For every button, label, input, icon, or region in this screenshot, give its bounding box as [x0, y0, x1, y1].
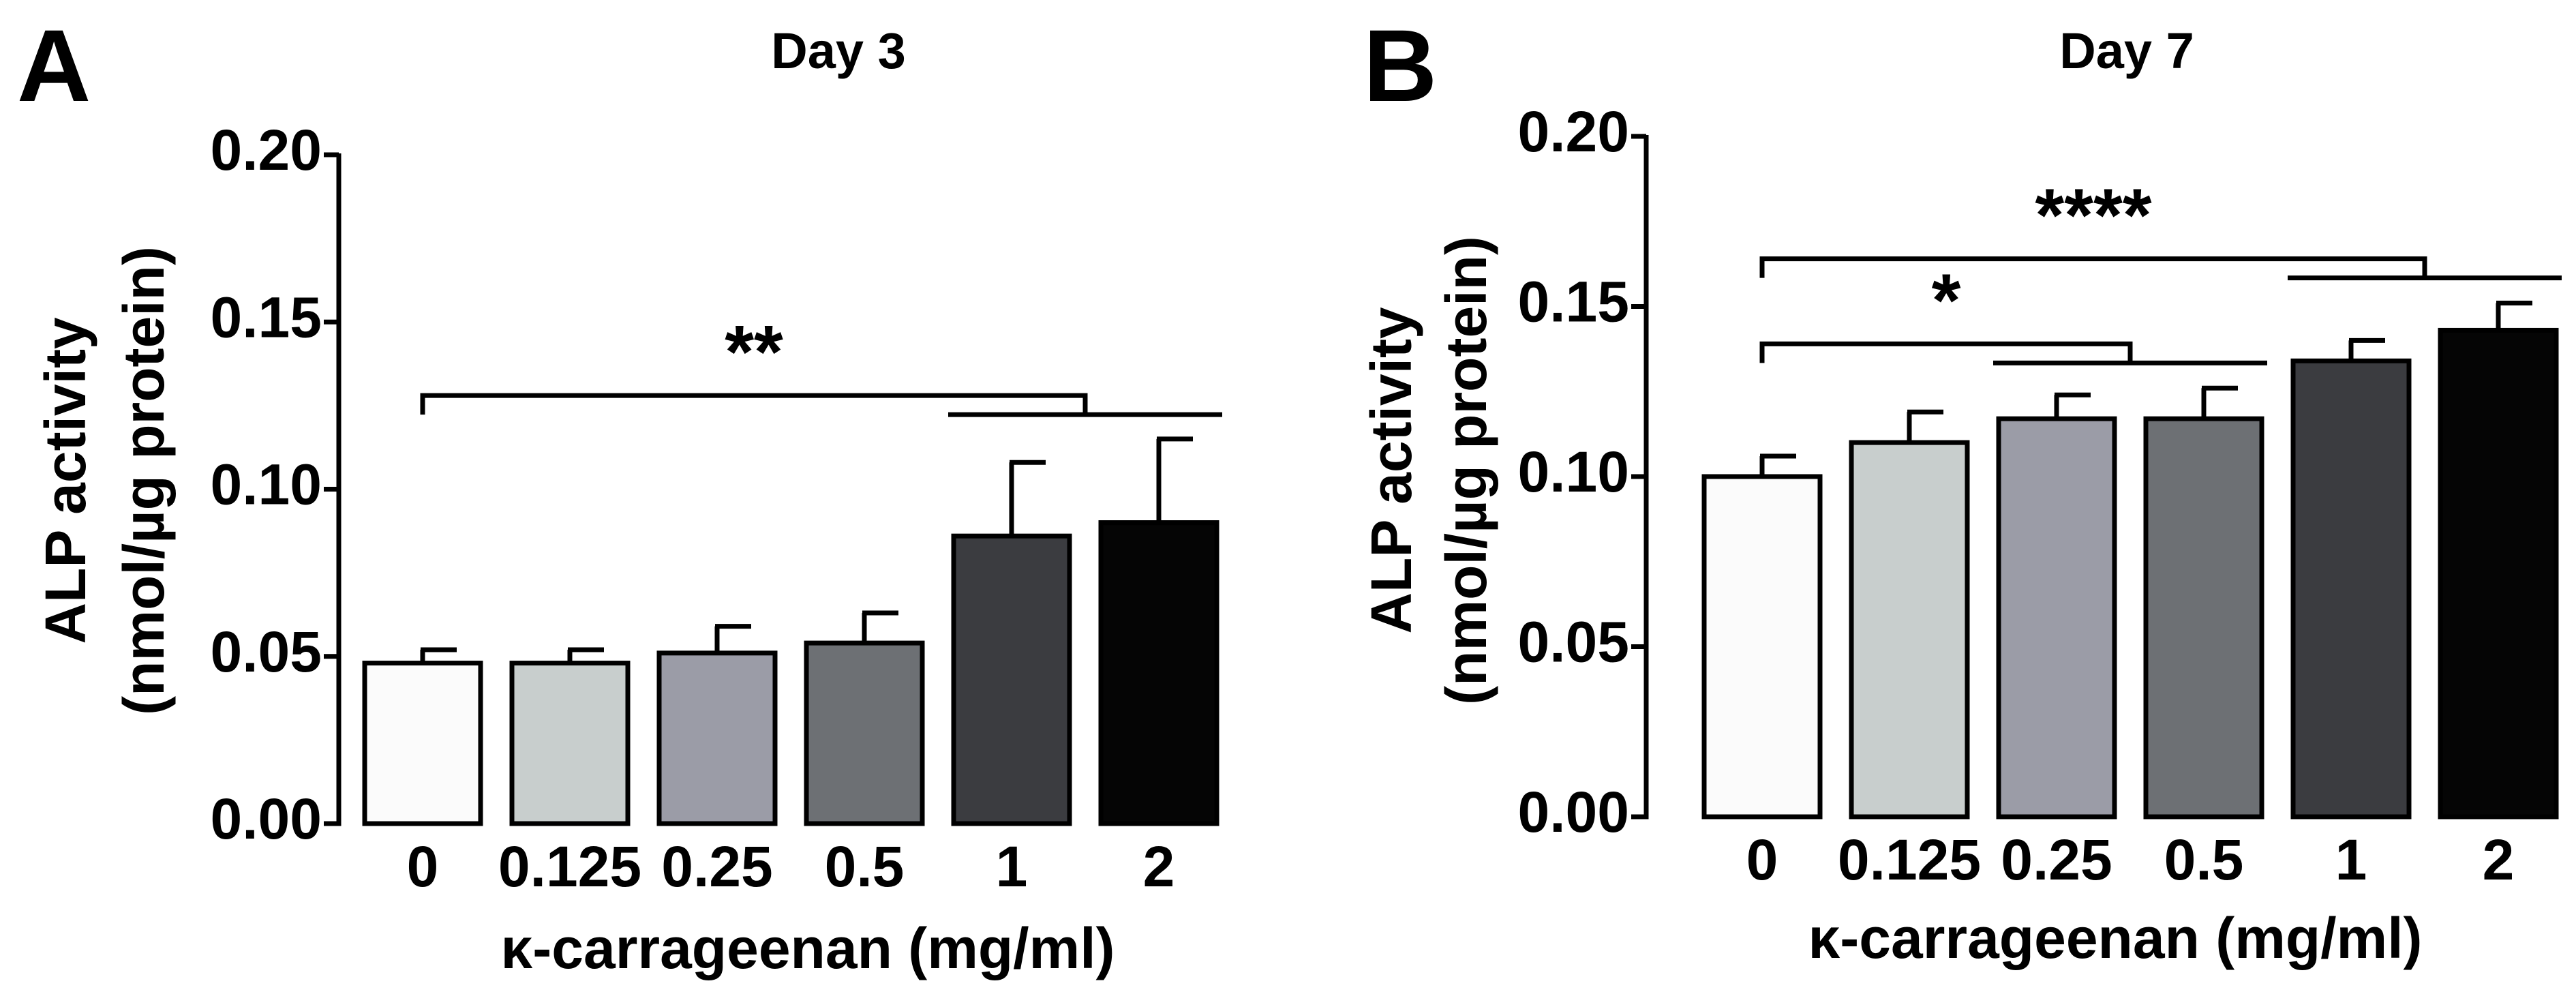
bar — [362, 661, 483, 826]
significance-stars: ** — [725, 310, 783, 394]
bracket-line — [1759, 256, 2427, 278]
x-tick-label: 0.5 — [2164, 828, 2244, 892]
bar — [951, 533, 1072, 826]
panel-b: B Day 7 ALP activity (nmol/µg protein) 0.00 0… — [1359, 8, 2562, 970]
x-axis-label: κ-carrageenan (mg/ml) — [1808, 906, 2422, 970]
bar — [2290, 358, 2412, 820]
x-tick-label: 0.125 — [1838, 828, 1981, 892]
x-tick-label: 0.5 — [825, 835, 905, 899]
x-tick-label: 2 — [1143, 835, 1175, 899]
y-tick-label: 0.10 — [211, 453, 322, 517]
chart-title: Day 7 — [2059, 22, 2194, 79]
x-tick-label: 0.125 — [498, 835, 641, 899]
y-tick-label: 0.05 — [211, 620, 322, 684]
x-axis-label: κ-carrageenan (mg/ml) — [500, 916, 1115, 980]
y-tick-label: 0.20 — [1518, 100, 1630, 164]
bar — [2143, 416, 2264, 820]
x-tick-label: 0 — [1746, 828, 1778, 892]
bar — [1098, 520, 1219, 826]
significance-bracket: * — [1759, 258, 2267, 365]
panel-a: A Day 3 ALP activity (nmol/µg protein) 0.00 0… — [17, 8, 1222, 980]
x-tick-label: 0.25 — [661, 835, 773, 899]
y-axis-label: ALP activity — [33, 317, 97, 644]
y-tick-label: 0.15 — [211, 285, 322, 349]
panel-letter: B — [1363, 8, 1437, 123]
x-tick-label: 1 — [2335, 828, 2367, 892]
chart-title: Day 3 — [771, 22, 905, 79]
x-tick-label: 0 — [407, 835, 439, 899]
y-tick-label: 0.00 — [211, 787, 322, 851]
significance-stars: **** — [2035, 174, 2151, 258]
significance-stars: * — [1932, 258, 1961, 342]
bracket-line — [420, 393, 1088, 415]
bar — [1701, 474, 1823, 820]
y-tick-label: 0.10 — [1518, 440, 1630, 504]
y-axis-label-units: (nmol/µg protein) — [112, 246, 176, 715]
bar — [2438, 327, 2559, 820]
y-tick-label: 0.05 — [1518, 610, 1630, 674]
bar — [1996, 416, 2117, 820]
bar — [656, 650, 778, 826]
significance-bracket: ** — [420, 310, 1222, 417]
bar — [1849, 440, 1970, 820]
y-tick-label: 0.15 — [1518, 270, 1630, 334]
y-tick-label: 0.20 — [211, 118, 322, 182]
x-tick-label: 0.25 — [2001, 828, 2112, 892]
panel-letter: A — [17, 8, 91, 123]
y-axis-label: ALP activity — [1359, 307, 1423, 634]
x-tick-label: 2 — [2483, 828, 2515, 892]
bar — [509, 661, 631, 826]
bar — [804, 640, 925, 826]
y-axis-label-units: (nmol/µg protein) — [1434, 236, 1498, 705]
significance-bracket: **** — [1759, 174, 2562, 281]
y-tick-label: 0.00 — [1518, 780, 1630, 844]
x-tick-label: 1 — [996, 835, 1028, 899]
bracket-line — [1759, 341, 2133, 363]
